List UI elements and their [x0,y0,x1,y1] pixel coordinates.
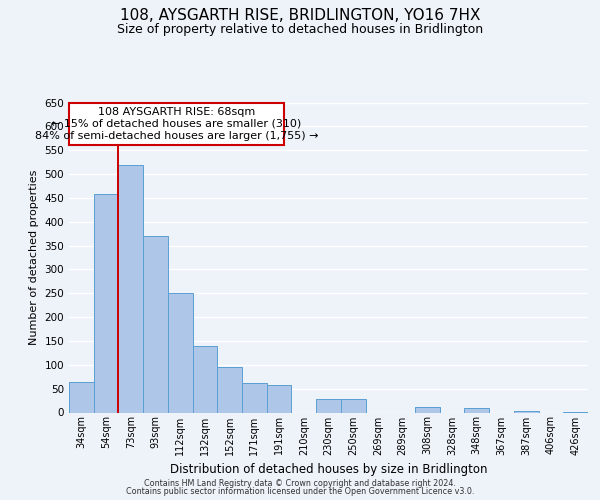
Bar [217,367,242,412]
Text: Contains public sector information licensed under the Open Government Licence v3: Contains public sector information licen… [126,487,474,496]
Bar [316,399,341,412]
Bar [69,382,94,412]
Text: 108, AYSGARTH RISE, BRIDLINGTON, YO16 7HX: 108, AYSGARTH RISE, BRIDLINGTON, YO16 7H… [120,8,480,22]
Text: ← 15% of detached houses are smaller (310): ← 15% of detached houses are smaller (31… [52,119,302,129]
X-axis label: Distribution of detached houses by size in Bridlington: Distribution of detached houses by size … [170,463,487,476]
Bar [193,346,217,412]
Bar [118,164,143,412]
Text: Contains HM Land Registry data © Crown copyright and database right 2024.: Contains HM Land Registry data © Crown c… [144,478,456,488]
Bar [168,294,193,412]
Bar [514,411,539,412]
Bar [341,399,365,412]
Bar [94,194,118,412]
Bar [415,407,440,412]
Bar [242,383,267,412]
Text: 108 AYSGARTH RISE: 68sqm: 108 AYSGARTH RISE: 68sqm [98,107,255,117]
Bar [464,408,489,412]
Y-axis label: Number of detached properties: Number of detached properties [29,170,39,345]
FancyBboxPatch shape [69,102,284,146]
Text: Size of property relative to detached houses in Bridlington: Size of property relative to detached ho… [117,22,483,36]
Bar [267,385,292,412]
Text: 84% of semi-detached houses are larger (1,755) →: 84% of semi-detached houses are larger (… [35,131,319,141]
Bar [143,236,168,412]
